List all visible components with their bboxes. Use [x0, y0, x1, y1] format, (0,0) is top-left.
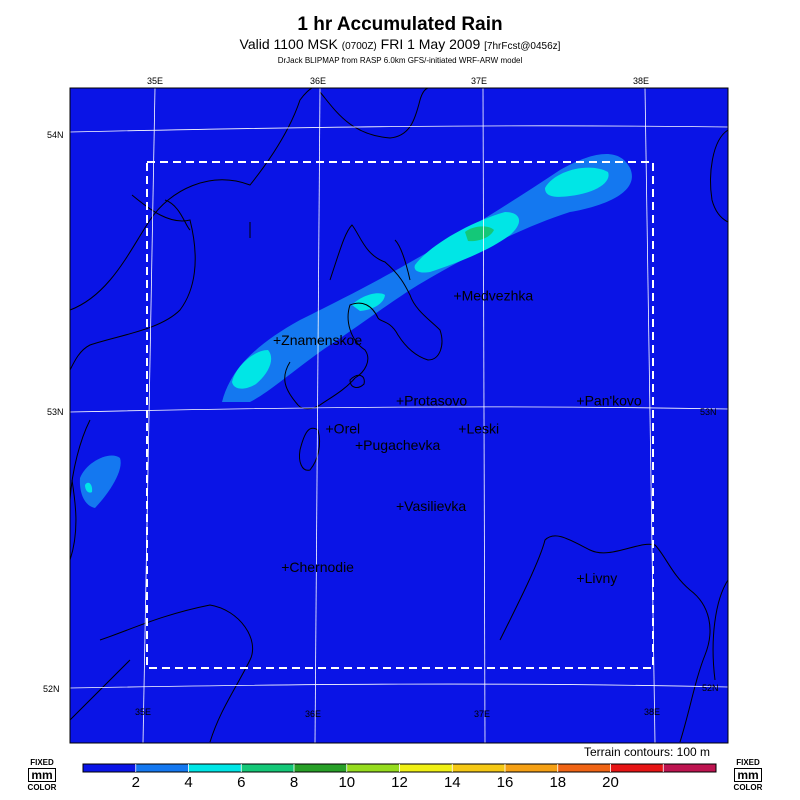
- colorbar-swatch: [83, 764, 137, 772]
- rain-core-sw-4-6mm: [232, 350, 272, 389]
- lat-label-52n-left: 52N: [43, 684, 60, 694]
- colorbar-tick-label: 12: [391, 774, 408, 791]
- colorbar-swatch: [294, 764, 348, 772]
- forecast-info: [7hrFcst@0456z]: [484, 41, 561, 52]
- rain-core-west-4-6mm: [85, 482, 93, 493]
- terrain-contour-note: Terrain contours: 100 m: [583, 745, 710, 759]
- town-label-chernodie: +Chernodie: [281, 559, 354, 575]
- rain-core-mid-4-6mm: [414, 212, 520, 273]
- lat-label-52n-right: 52N: [702, 683, 719, 693]
- colorbar-tick-label: 14: [444, 774, 461, 791]
- lon-label-38e-top: 38E: [633, 76, 649, 86]
- town-label-znamenskoe: +Znamenskoe: [273, 332, 362, 348]
- graticule: [69, 87, 729, 744]
- colorbar-swatch: [135, 764, 189, 772]
- unit-box-unit: mm: [28, 768, 56, 782]
- town-label-pankovo: +Pan'kovo: [576, 393, 642, 409]
- town-label-vasilievka: +Vasilievka: [396, 498, 466, 514]
- unit-box-bottom-label: COLOR: [27, 783, 57, 792]
- colorbar-tick-label: 6: [237, 774, 245, 791]
- town-markers: +Medvezhka +Znamenskoe +Protasovo +Pan'kovo…: [273, 287, 642, 586]
- valid-label: Valid 1100 MSK: [239, 36, 338, 52]
- town-label-protasovo: +Protasovo: [396, 393, 467, 409]
- colorbar-tick-label: 20: [602, 774, 619, 791]
- rain-core-ne-4-6mm: [545, 167, 609, 197]
- lat-label-53n-left: 53N: [47, 407, 64, 417]
- rain-band-2-4mm: [222, 153, 632, 402]
- colorbar-tick-label: 10: [338, 774, 355, 791]
- lon-label-37e-bottom: 37E: [474, 709, 490, 719]
- lon-label-35e-bottom: 35E: [135, 707, 151, 717]
- colorbar-swatch: [505, 764, 559, 772]
- rain-blob-west-2-4mm: [79, 455, 121, 508]
- model-credit: DrJack BLIPMAP from RASP 6.0km GFS/-init…: [277, 56, 523, 65]
- lon-label-36e-top: 36E: [310, 76, 326, 86]
- colorbar-tick-labels: 2 4 6 8 10 12 14 16 18 20: [132, 774, 619, 791]
- lon-label-38e-bottom: 38E: [644, 707, 660, 717]
- town-label-medvezhka: +Medvezhka: [453, 287, 533, 303]
- town-label-leski: +Leski: [458, 420, 499, 436]
- chart-title: 1 hr Accumulated Rain: [297, 14, 503, 35]
- colorbar-swatch: [557, 764, 611, 772]
- unit-box-bottom-label: COLOR: [733, 783, 763, 792]
- date-label: FRI 1 May 2009: [380, 36, 481, 52]
- rain-core-small-4-6mm: [352, 293, 385, 311]
- colorbar-tick-label: 4: [184, 774, 192, 791]
- unit-box-top-label: FIXED: [30, 758, 54, 767]
- terrain-contours: [69, 87, 729, 743]
- lat-label-53n-right: 53N: [700, 407, 717, 417]
- lon-label-35e-top: 35E: [147, 76, 163, 86]
- colorbar-swatch: [610, 764, 664, 772]
- map-frame: [69, 87, 729, 744]
- colorbar: [82, 763, 717, 773]
- unit-box-unit: mm: [734, 768, 762, 782]
- colorbar-tick-label: 18: [549, 774, 566, 791]
- valid-time-line: Valid 1100 MSK (0700Z) FRI 1 May 2009 [7…: [0, 36, 800, 52]
- town-label-orel: +Orel: [326, 420, 361, 436]
- colorbar-swatch: [399, 764, 453, 772]
- rain-peak-6-8mm: [465, 226, 494, 242]
- colorbar-swatch: [188, 764, 242, 772]
- town-label-pugachevka: +Pugachevka: [355, 437, 440, 453]
- colorbar-swatch: [663, 764, 717, 772]
- colorbar-swatch: [346, 764, 400, 772]
- lon-label-37e-top: 37E: [471, 76, 487, 86]
- town-label-livny: +Livny: [576, 570, 617, 586]
- rain-contours: [79, 153, 632, 508]
- map-area: [70, 88, 728, 743]
- colorbar-swatch: [452, 764, 506, 772]
- colorbar-tick-label: 2: [132, 774, 140, 791]
- unit-box-left: FIXED mm COLOR: [22, 758, 62, 792]
- colorbar-swatch: [241, 764, 295, 772]
- lon-label-36e-bottom: 36E: [305, 709, 321, 719]
- unit-box-top-label: FIXED: [736, 758, 760, 767]
- lat-label-54n-left: 54N: [47, 130, 64, 140]
- colorbar-tick-label: 8: [290, 774, 298, 791]
- unit-box-right: FIXED mm COLOR: [728, 758, 768, 792]
- domain-boundary: [146, 161, 654, 669]
- utc-time: (0700Z): [341, 41, 377, 52]
- colorbar-tick-label: 16: [497, 774, 514, 791]
